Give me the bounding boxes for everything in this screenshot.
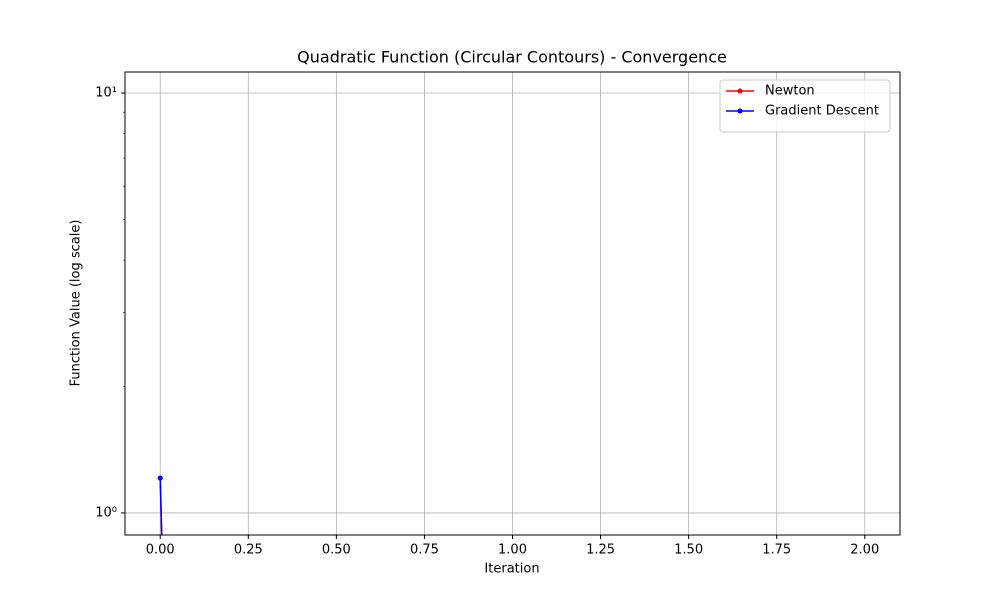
x-tick-label: 0.75 [410, 543, 439, 558]
x-axis-label: Iteration [484, 562, 539, 577]
x-tick-label: 0.00 [146, 543, 175, 558]
x-tick-label: 1.00 [498, 543, 527, 558]
legend-marker [737, 108, 743, 114]
y-axis-label: Function Value (log scale) [69, 220, 84, 387]
legend-label: Gradient Descent [765, 104, 879, 119]
x-tick-label: 1.50 [674, 543, 703, 558]
ticks: 0.00 0.25 0.50 0.75 1.00 1.25 1.50 1.75 2.00 10⁰ 1… [95, 85, 879, 557]
chart-title: Quadratic Function (Circular Contours) -… [297, 48, 727, 67]
x-tick-label: 0.25 [234, 543, 263, 558]
y-tick-label: 10¹ [95, 85, 117, 100]
x-tick-label: 0.50 [322, 543, 351, 558]
plot-area [157, 475, 163, 535]
x-tick-label: 2.00 [850, 543, 879, 558]
y-tick-label: 10⁰ [95, 505, 117, 520]
legend: Newton Gradient Descent [719, 79, 891, 133]
legend-label: Newton [765, 84, 815, 99]
legend-marker [737, 88, 743, 94]
legend-box [719, 79, 891, 133]
x-tick-label: 1.75 [762, 543, 791, 558]
x-tick-label: 1.25 [586, 543, 615, 558]
point [157, 475, 163, 481]
